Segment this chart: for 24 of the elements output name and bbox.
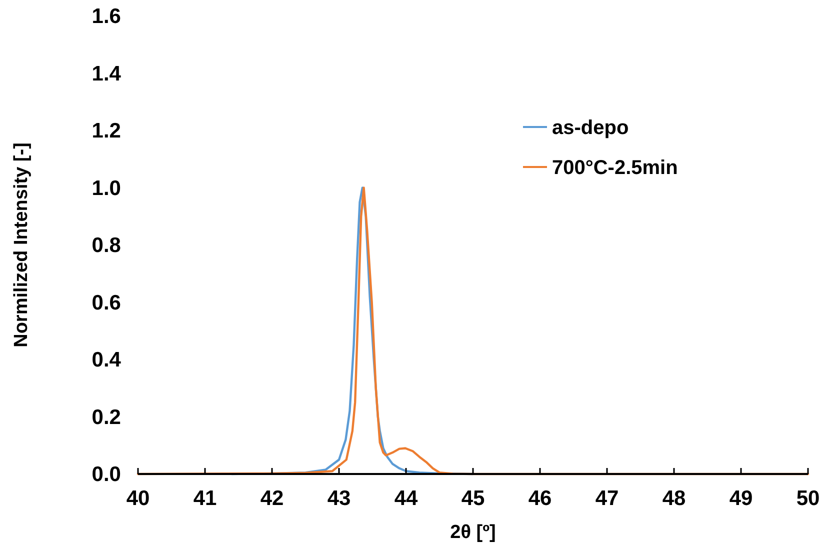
x-tick-label: 41 [193, 487, 217, 510]
x-tick-label: 43 [327, 487, 351, 510]
y-tick-label: 0.8 [92, 234, 122, 257]
y-tick-label: 1.2 [92, 120, 121, 142]
legend-label: 700°C-2.5min [552, 157, 678, 179]
x-axis-title: 2θ [º] [450, 522, 496, 543]
y-axis-title: Normilized Intensity [-] [11, 142, 32, 348]
x-tick-label: 50 [796, 487, 820, 510]
y-tick-label: 0.0 [92, 463, 121, 486]
y-tick-label: 1.4 [92, 62, 122, 86]
y-tick-label: 0.2 [92, 406, 121, 429]
y-tick-label: 1.6 [92, 5, 121, 28]
x-tick-label: 47 [595, 487, 619, 510]
x-tick-label: 44 [394, 487, 418, 510]
y-tick-label: 0.6 [92, 291, 121, 314]
y-tick-label: 0.4 [92, 348, 122, 372]
x-tick-label: 49 [729, 487, 753, 510]
x-tick-label: 46 [528, 487, 552, 510]
x-tick-label: 48 [662, 487, 686, 510]
x-tick-label: 40 [126, 487, 150, 510]
x-tick-label: 45 [461, 487, 485, 510]
legend-label: as-depo [552, 117, 629, 139]
y-tick-label: 1.0 [92, 176, 121, 200]
x-tick-label: 42 [260, 487, 284, 510]
